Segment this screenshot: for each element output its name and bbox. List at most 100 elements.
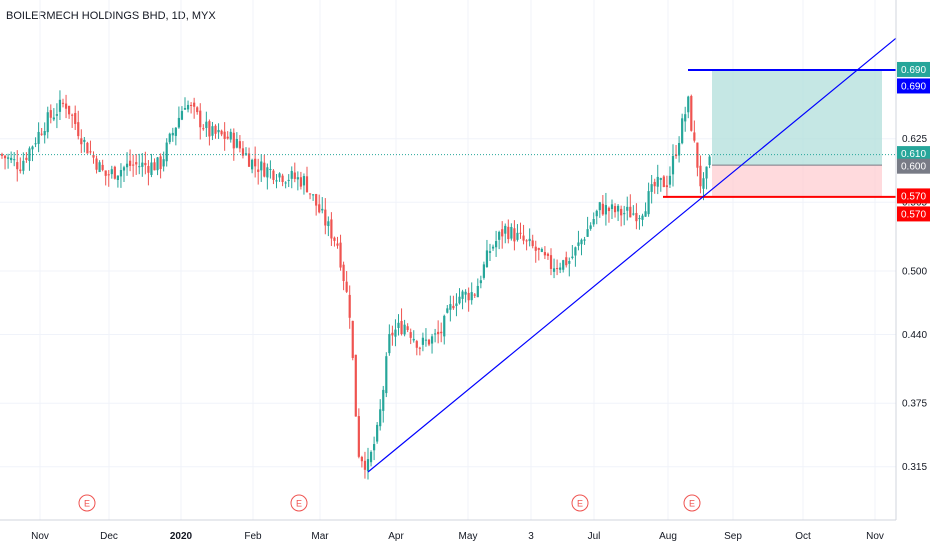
price-label-text: 0.610 (901, 149, 926, 160)
candle-body (263, 162, 266, 177)
candle-body (22, 160, 25, 171)
candle-body (95, 158, 98, 170)
candle-body (135, 162, 138, 165)
candle-body (205, 121, 208, 128)
candle-body (336, 243, 339, 246)
x-tick-label: Nov (31, 531, 49, 542)
candle-body (241, 148, 245, 156)
x-axis-ticks: Nov Dec 2020 Feb Mar Apr May 3 Jul Aug Sep Oct Nov (31, 531, 884, 542)
candle-body (360, 456, 363, 462)
price-label-box (897, 158, 930, 174)
earnings-event-circle (290, 494, 308, 512)
candle-body (516, 232, 519, 240)
candle-body (699, 165, 702, 187)
candle-body (635, 212, 638, 222)
x-tick-label: May (459, 531, 478, 542)
candle-body (485, 250, 489, 268)
candle-body (589, 225, 592, 229)
candle-body (40, 133, 43, 135)
candle-body (668, 175, 672, 185)
candle-body (7, 157, 10, 159)
candle-body (549, 255, 553, 269)
price-label-text: 0.600 (901, 162, 926, 173)
candle-body (28, 148, 31, 162)
earnings-event-label: E (689, 499, 695, 509)
earnings-event-marker[interactable]: E (78, 494, 96, 512)
candle-body (412, 338, 415, 341)
candle-body (430, 336, 434, 344)
candle-body (220, 130, 223, 135)
candle-body (150, 162, 153, 175)
x-tick-label: Nov (866, 531, 884, 542)
candle-body (58, 99, 62, 112)
earnings-event-circle (683, 494, 701, 512)
y-tick-label: 0.440 (902, 330, 927, 341)
candle-body (440, 331, 443, 334)
candle-body (119, 170, 123, 177)
price-label-box (897, 78, 930, 94)
x-tick-label: 3 (528, 531, 534, 542)
candle-body (473, 294, 476, 296)
candle-body (113, 166, 116, 179)
candle-body (449, 304, 452, 310)
candle-body (617, 205, 620, 212)
candle-body (562, 260, 565, 270)
candle-body (122, 167, 126, 171)
candle-body (446, 308, 449, 313)
candle-body (55, 114, 58, 116)
candle-body (681, 118, 684, 144)
candle-body (540, 249, 543, 252)
candle-body (71, 114, 74, 116)
candle-body (302, 176, 306, 186)
candle-body (626, 206, 629, 211)
candle-body (488, 251, 492, 253)
x-tick-label: Aug (659, 531, 677, 542)
candle-body (687, 96, 690, 113)
candle-body (531, 240, 534, 247)
price-label-box (897, 61, 930, 77)
candle-body (257, 169, 260, 172)
candle-body (376, 424, 379, 442)
candle-body (586, 229, 589, 237)
stop-zone (712, 165, 882, 197)
y-tick-label: 0.375 (902, 399, 927, 410)
candle-body (107, 174, 110, 176)
candle-body (327, 221, 330, 227)
earnings-event-marker[interactable]: E (290, 494, 308, 512)
candle-body (458, 296, 461, 304)
position-zones (712, 69, 882, 197)
candle-body (650, 184, 653, 192)
candle-body (260, 161, 263, 171)
price-label-text: 0.570 (901, 191, 926, 202)
earnings-event-marker[interactable]: E (683, 494, 701, 512)
candle-body (235, 138, 238, 148)
candle-body (470, 292, 473, 301)
candle-body (504, 225, 507, 234)
candle-body (403, 324, 406, 335)
candle-body (684, 114, 687, 122)
candle-body (202, 128, 205, 130)
earnings-event-label: E (84, 499, 90, 509)
price-label-text: 0.570 (901, 209, 926, 220)
candle-body (705, 166, 708, 179)
candle-body (662, 176, 665, 188)
earnings-event-marker[interactable]: E (571, 494, 589, 512)
candle-body (400, 320, 403, 335)
candle-body (641, 215, 644, 220)
candle-body (366, 459, 370, 472)
candle-body (211, 126, 214, 136)
candle-body (156, 157, 159, 171)
candle-body (183, 108, 187, 110)
candle-body (190, 104, 193, 106)
candle-body (613, 206, 617, 213)
candle-body (223, 131, 226, 140)
candle-body (269, 168, 272, 170)
candle-body (638, 218, 641, 220)
candle-body (116, 175, 119, 180)
earnings-event-circle (571, 494, 589, 512)
candle-body (104, 170, 107, 176)
candle-body (382, 389, 385, 411)
